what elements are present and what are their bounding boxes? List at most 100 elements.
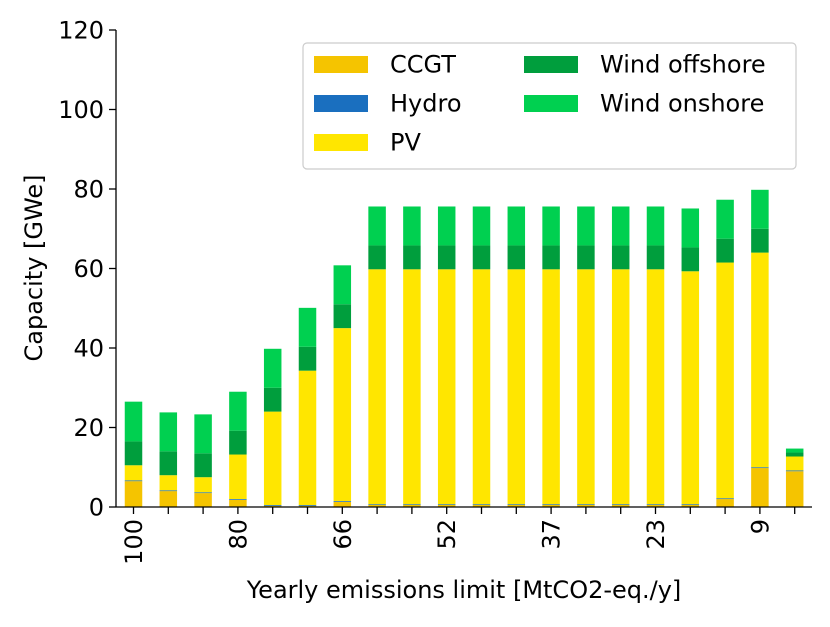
bar-segment-hydro [159, 490, 178, 492]
y-tick-label: 60 [73, 255, 104, 283]
x-tick-label: 9 [746, 519, 774, 534]
bar-segment-wind-onshore [403, 206, 421, 246]
bar-segment-ccgt [507, 505, 526, 507]
bar-segment-ccgt [646, 505, 665, 507]
bar-segment-hydro [298, 505, 317, 506]
bar-segment-wind-onshore [298, 307, 317, 347]
bar-segment-ccgt [577, 505, 595, 507]
bar-segment-pv [785, 456, 804, 471]
bar-segment-ccgt [437, 505, 456, 507]
bar-segment-pv [507, 269, 526, 505]
bar-segment-hydro [785, 470, 804, 472]
bar-segment-ccgt [229, 499, 247, 507]
bar-segment-wind-offshore [542, 245, 560, 270]
bar-segment-wind-onshore [437, 206, 456, 246]
bar-segment-wind-onshore [611, 206, 630, 246]
bar-segment-hydro [751, 467, 769, 469]
legend-label: Wind onshore [600, 90, 764, 118]
bar-segment-wind-offshore [785, 452, 804, 457]
bar-segment-wind-onshore [159, 412, 178, 452]
bar-segment-wind-onshore [263, 348, 282, 388]
bar-segment-ccgt [611, 505, 630, 507]
y-tick-label: 20 [73, 414, 104, 442]
bar-segment-hydro [611, 504, 630, 506]
bar-layer [124, 189, 804, 507]
bar-segment-pv [368, 269, 386, 505]
bar-segment-wind-onshore [577, 206, 595, 246]
y-tick-layer: 0 20 40 60 80 100 120 [58, 17, 116, 522]
bar-segment-ccgt [194, 493, 212, 507]
bar-segment-ccgt [159, 491, 178, 507]
bar-segment-wind-onshore [194, 414, 212, 454]
x-tick-label: 23 [642, 519, 670, 550]
bar-segment-ccgt [368, 505, 386, 507]
bar-segment-pv [298, 370, 317, 506]
legend-label: Wind offshore [600, 51, 766, 79]
bar-segment-hydro [403, 504, 421, 506]
y-tick-label: 80 [73, 176, 104, 204]
legend-label: Hydro [390, 90, 462, 118]
legend: CCGT Hydro PV Wind offshore Wind onshore [302, 42, 797, 170]
bar-segment-hydro [263, 505, 282, 506]
bar-segment-ccgt [751, 468, 769, 507]
x-tick-label: 100 [120, 519, 148, 565]
y-tick-label: 0 [89, 494, 104, 522]
bar-segment-wind-onshore [507, 206, 526, 246]
y-tick-label: 40 [73, 335, 104, 363]
bar-segment-hydro [646, 504, 665, 506]
bar-segment-wind-onshore [716, 199, 734, 239]
bar-segment-wind-onshore [333, 265, 352, 305]
x-axis-label: Yearly emissions limit [MtCO2-eq./y] [246, 576, 682, 604]
bar-segment-wind-onshore [751, 189, 769, 229]
bar-segment-pv [229, 454, 247, 500]
bar-segment-pv [124, 465, 143, 481]
bar-segment-pv [542, 269, 560, 505]
bar-segment-wind-offshore [611, 245, 630, 270]
x-tick-layer: 100 80 66 52 37 23 9 [120, 507, 796, 565]
bar-segment-wind-offshore [333, 304, 352, 329]
bar-segment-ccgt [716, 499, 734, 507]
bar-segment-wind-offshore [298, 346, 317, 371]
legend-swatch [524, 95, 578, 112]
bar-segment-ccgt [124, 481, 143, 507]
bar-segment-wind-offshore [437, 245, 456, 270]
bar-segment-wind-offshore [124, 441, 143, 466]
bar-segment-hydro [681, 504, 700, 506]
bar-segment-ccgt [785, 471, 804, 507]
bar-segment-hydro [472, 504, 491, 506]
bar-segment-pv [681, 271, 700, 505]
bar-segment-pv [263, 411, 282, 506]
bar-segment-ccgt [542, 505, 560, 507]
bar-segment-hydro [194, 492, 212, 494]
bar-segment-wind-offshore [368, 245, 386, 270]
bar-segment-wind-onshore [785, 448, 804, 453]
bar-segment-pv [194, 477, 212, 493]
bar-segment-ccgt [681, 505, 700, 507]
bar-segment-hydro [507, 504, 526, 506]
bar-segment-wind-offshore [403, 245, 421, 270]
bar-segment-pv [159, 475, 178, 491]
y-axis-label: Capacity [GWe] [20, 175, 48, 362]
bar-segment-hydro [368, 504, 386, 506]
bar-segment-wind-onshore [229, 391, 247, 431]
bar-segment-pv [716, 262, 734, 499]
bar-segment-pv [472, 269, 491, 505]
bar-segment-hydro [229, 499, 247, 500]
bar-segment-ccgt [333, 501, 352, 507]
bar-segment-wind-offshore [751, 228, 769, 253]
x-tick-label: 52 [433, 519, 461, 550]
x-tick-label: 37 [538, 519, 566, 550]
bar-segment-wind-offshore [646, 245, 665, 270]
bar-segment-wind-offshore [577, 245, 595, 270]
bar-segment-wind-offshore [159, 451, 178, 476]
bar-segment-wind-offshore [194, 453, 212, 478]
bar-segment-pv [333, 328, 352, 502]
bar-segment-wind-onshore [472, 206, 491, 246]
bar-segment-hydro [577, 504, 595, 506]
legend-swatch [524, 56, 578, 73]
legend-swatch [314, 56, 368, 73]
bar-segment-wind-onshore [542, 206, 560, 246]
bar-segment-wind-onshore [124, 401, 143, 442]
